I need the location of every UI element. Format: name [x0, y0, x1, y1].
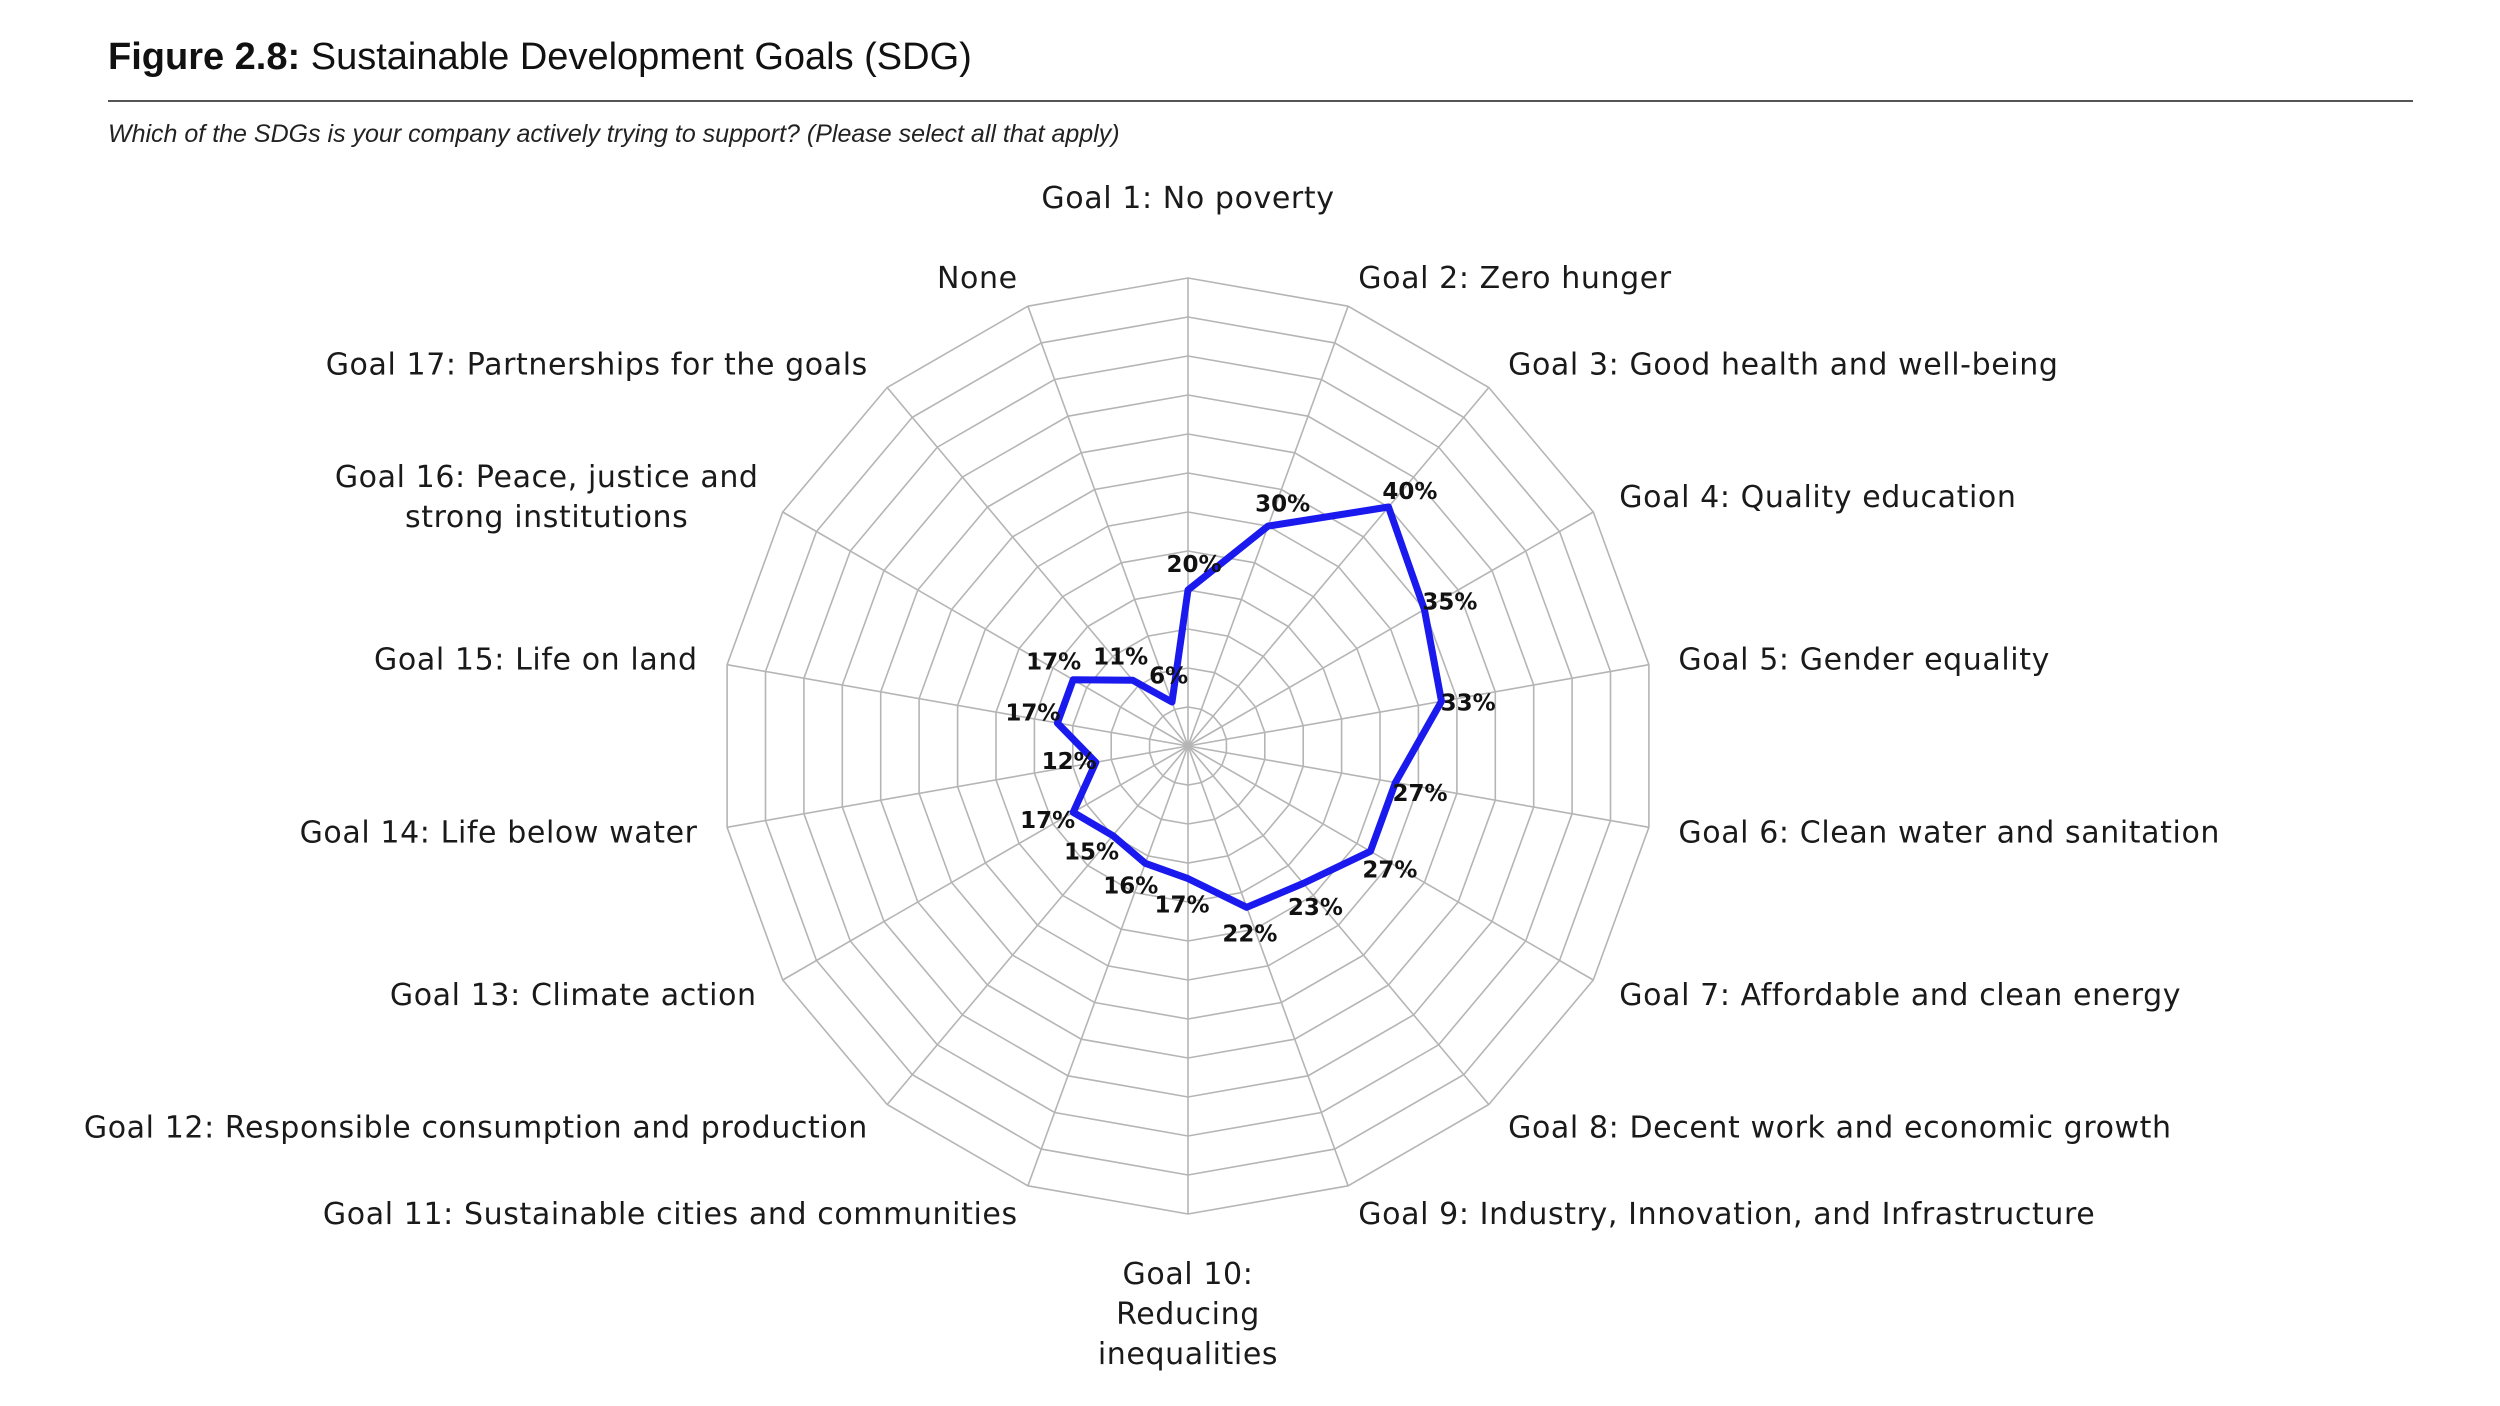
- grid-spoke: [1027, 305, 1189, 747]
- grid-spoke: [726, 745, 1189, 829]
- axis-label-line: Goal 8: Decent work and economic growth: [1508, 1111, 2172, 1146]
- axis-label-line: Reducing: [1116, 1297, 1260, 1332]
- title-divider: [108, 100, 2413, 102]
- axis-label-line: Goal 9: Industry, Innovation, and Infras…: [1358, 1197, 2095, 1232]
- value-label: 23%: [1288, 895, 1343, 921]
- axis-label-line: inequalities: [1098, 1337, 1278, 1372]
- axis-label-line: Goal 13: Climate action: [390, 978, 757, 1013]
- grid-spoke: [726, 663, 1189, 747]
- value-label: 17%: [1026, 650, 1081, 676]
- grid-spoke: [1187, 745, 1594, 981]
- axis-label-line: Goal 11: Sustainable cities and communit…: [323, 1197, 1018, 1232]
- figure-number: Figure 2.8:: [108, 36, 301, 78]
- value-label: 12%: [1042, 749, 1097, 775]
- axis-label: Goal 4: Quality education: [1619, 480, 2016, 515]
- value-label: 11%: [1093, 645, 1148, 671]
- grid-spoke: [1187, 511, 1594, 747]
- axis-label: Goal 3: Good health and well-being: [1508, 348, 2058, 383]
- value-label: 17%: [1154, 893, 1209, 919]
- axis-labels: Goal 1: No poverty Goal 2: Zero hunger Goa…: [84, 181, 2220, 1372]
- grid-spoke: [886, 745, 1189, 1106]
- radar-grid: [726, 277, 1650, 1215]
- value-label: 35%: [1422, 590, 1477, 616]
- figure-header: Figure 2.8: Sustainable Development Goal…: [108, 34, 2413, 149]
- axis-label: Goal 16: Peace, justice and strong instit…: [335, 460, 759, 535]
- axis-label-line: Goal 1: No poverty: [1041, 181, 1334, 216]
- value-label: 30%: [1255, 492, 1310, 518]
- axis-label: Goal 17: Partnerships for the goals: [326, 348, 868, 383]
- value-label: 6%: [1149, 664, 1188, 690]
- axis-label: None: [937, 261, 1018, 296]
- axis-label-line: Goal 4: Quality education: [1619, 480, 2016, 515]
- grid-spoke: [1187, 745, 1349, 1187]
- value-labels: 20%30% 40%35%33%27%27%23%22%17%16%15%17%1…: [1005, 479, 1495, 948]
- series-line: [1053, 503, 1445, 911]
- axis-label-line: strong institutions: [405, 500, 688, 535]
- axis-label: Goal 1: No poverty: [1041, 181, 1334, 216]
- axis-label-line: Goal 15: Life on land: [374, 643, 698, 678]
- axis-label-line: Goal 16: Peace, justice and: [335, 460, 759, 495]
- grid-spoke: [1187, 745, 1650, 829]
- value-label: 20%: [1166, 552, 1221, 578]
- axis-label: Goal 9: Industry, Innovation, and Infras…: [1358, 1197, 2095, 1232]
- axis-label: Goal 14: Life below water: [300, 816, 698, 851]
- radar-series: [1053, 503, 1445, 911]
- value-label: 27%: [1362, 858, 1417, 884]
- grid-spoke: [1187, 663, 1650, 747]
- grid-spoke: [782, 745, 1189, 981]
- grid-spoke: [1027, 745, 1189, 1187]
- value-label: 16%: [1103, 874, 1158, 900]
- axis-label: Goal 6: Clean water and sanitation: [1678, 816, 2220, 851]
- axis-label-line: Goal 7: Affordable and clean energy: [1619, 978, 2181, 1013]
- axis-label: Goal 15: Life on land: [374, 643, 698, 678]
- axis-label: Goal 2: Zero hunger: [1358, 261, 1672, 296]
- axis-label-line: None: [937, 261, 1018, 296]
- grid-spoke: [1187, 745, 1490, 1106]
- survey-question: Which of the SDGs is your company active…: [108, 120, 1120, 148]
- axis-label: Goal 5: Gender equality: [1678, 643, 2050, 678]
- figure-title: Figure 2.8: Sustainable Development Goal…: [108, 34, 2413, 80]
- grid-spoke: [782, 511, 1189, 747]
- axis-label-line: Goal 3: Good health and well-being: [1508, 348, 2058, 383]
- axis-label-line: Goal 10:: [1123, 1257, 1254, 1292]
- axis-label-line: Goal 14: Life below water: [300, 816, 698, 851]
- value-label: 22%: [1222, 922, 1277, 948]
- figure-title-text: Sustainable Development Goals (SDG): [310, 36, 972, 78]
- value-label: 15%: [1064, 840, 1119, 866]
- value-label: 40%: [1382, 479, 1437, 505]
- grid-spoke: [1187, 386, 1490, 747]
- axis-label-line: Goal 6: Clean water and sanitation: [1678, 816, 2220, 851]
- value-label: 17%: [1020, 808, 1075, 834]
- value-label: 33%: [1441, 691, 1496, 717]
- value-label: 17%: [1005, 701, 1060, 727]
- value-label: 27%: [1392, 781, 1447, 807]
- axis-label: Goal 13: Climate action: [390, 978, 757, 1013]
- axis-label-line: Goal 5: Gender equality: [1678, 643, 2050, 678]
- axis-label: Goal 12: Responsible consumption and pro…: [84, 1111, 868, 1146]
- axis-label-line: Goal 12: Responsible consumption and pro…: [84, 1111, 868, 1146]
- axis-label: Goal 7: Affordable and clean energy: [1619, 978, 2181, 1013]
- axis-label: Goal 11: Sustainable cities and communit…: [323, 1197, 1018, 1232]
- axis-label: Goal 10: Reducing inequalities: [1098, 1257, 1278, 1372]
- axis-label-line: Goal 2: Zero hunger: [1358, 261, 1672, 296]
- axis-label-line: Goal 17: Partnerships for the goals: [326, 348, 868, 383]
- axis-label: Goal 8: Decent work and economic growth: [1508, 1111, 2172, 1146]
